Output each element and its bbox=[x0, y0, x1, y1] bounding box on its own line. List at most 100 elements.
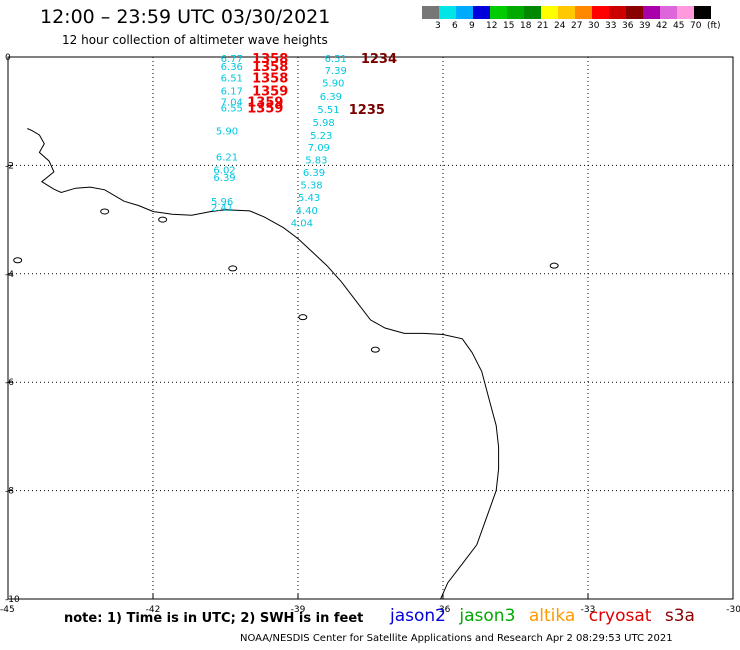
swh-value: 7.04 bbox=[221, 97, 243, 108]
time-label: 1359 bbox=[252, 85, 288, 100]
scale-swatch bbox=[541, 6, 558, 19]
swh-value: 2.41 bbox=[211, 203, 233, 214]
time-label: 1358 bbox=[252, 52, 288, 67]
swh-value: 6.36 bbox=[221, 62, 243, 73]
scale-label: 39 bbox=[639, 21, 651, 31]
scale-swatch bbox=[473, 6, 490, 19]
swh-value: 7.39 bbox=[325, 66, 347, 77]
scale-label: 18 bbox=[520, 21, 532, 31]
lat-tick-label: -8 bbox=[5, 487, 14, 497]
scale-swatch bbox=[626, 6, 643, 19]
scale-label: 30 bbox=[588, 21, 600, 31]
scale-label: 70 bbox=[690, 21, 702, 31]
swh-value: 5.98 bbox=[313, 118, 335, 129]
swh-value: 5.90 bbox=[322, 78, 344, 89]
swh-value: 6.51 bbox=[221, 74, 243, 85]
island-outline bbox=[158, 216, 168, 223]
legend-altika: altika bbox=[528, 606, 576, 626]
scale-label: 12 bbox=[486, 21, 498, 31]
time-label: 1359 bbox=[247, 101, 283, 116]
scale-label: (ft) bbox=[707, 21, 721, 31]
swh-value: 6.39 bbox=[320, 92, 342, 103]
swh-value: 6.55 bbox=[221, 103, 243, 114]
scale-swatch bbox=[609, 6, 626, 19]
scale-swatch bbox=[575, 6, 592, 19]
latitude-labels: 0 -2 -4 -6 -8 -10 bbox=[5, 53, 20, 605]
scale-swatch bbox=[524, 6, 541, 19]
scale-label: 42 bbox=[656, 21, 668, 31]
lon-tick-label: -33 bbox=[581, 605, 596, 615]
legend-cryosat: cryosat bbox=[588, 606, 652, 626]
lat-tick-label: -4 bbox=[5, 270, 14, 280]
legend-jason3: jason3 bbox=[459, 606, 516, 626]
islands bbox=[13, 208, 559, 353]
time-label: 1235 bbox=[349, 103, 385, 118]
swh-value: 6.17 bbox=[221, 87, 243, 98]
scale-label: 33 bbox=[605, 21, 617, 31]
swh-value: 5.83 bbox=[305, 155, 327, 166]
time-label: 1359 bbox=[247, 95, 283, 110]
swh-labels: 6.776.366.516.177.046.555.906.216.026.39… bbox=[211, 54, 347, 229]
scale-label: 3 bbox=[435, 21, 441, 31]
lat-tick-label: -2 bbox=[5, 161, 14, 171]
scale-swatch bbox=[643, 6, 660, 19]
scale-swatch bbox=[456, 6, 473, 19]
swh-value: 6.39 bbox=[303, 168, 325, 179]
swh-value: 5.90 bbox=[216, 127, 238, 138]
scale-label: 9 bbox=[469, 21, 475, 31]
scale-swatch bbox=[507, 6, 524, 19]
scale-label: 24 bbox=[554, 21, 566, 31]
lon-tick-label: -45 bbox=[0, 605, 15, 615]
satellite-legend: jason2 jason3 altika cryosat s3a bbox=[390, 606, 703, 626]
scale-label: 45 bbox=[673, 21, 685, 31]
lon-tick-label: -39 bbox=[291, 605, 306, 615]
swh-value: 6.39 bbox=[213, 173, 235, 184]
lon-tick-label: -36 bbox=[436, 605, 451, 615]
swh-value: 5.96 bbox=[211, 197, 233, 208]
lat-tick-label: -6 bbox=[5, 378, 14, 388]
scale-swatch bbox=[439, 6, 456, 19]
lon-tick-label: -42 bbox=[146, 605, 161, 615]
scale-label: 15 bbox=[503, 21, 515, 31]
map-frame bbox=[7, 56, 734, 600]
swh-value: 4.40 bbox=[296, 206, 318, 217]
island-outline bbox=[298, 314, 308, 321]
island-outline bbox=[13, 257, 23, 264]
island-outline bbox=[370, 346, 380, 353]
scale-label: 21 bbox=[537, 21, 549, 31]
lat-tick-label: 0 bbox=[5, 53, 11, 63]
note: note: 1) Time is in UTC; 2) SWH is in fe… bbox=[64, 611, 364, 626]
scale-label: 6 bbox=[452, 21, 458, 31]
scale-swatch bbox=[558, 6, 575, 19]
swh-value: 6.02 bbox=[213, 166, 235, 177]
scale-label: 27 bbox=[571, 21, 583, 31]
lat-tick-label: -10 bbox=[5, 595, 20, 605]
swh-value: 5.43 bbox=[298, 193, 320, 204]
swh-value: 5.51 bbox=[317, 105, 339, 116]
credit-line: NOAA/NESDIS Center for Satellite Applica… bbox=[240, 633, 673, 644]
coastline bbox=[27, 128, 500, 600]
map-gridlines bbox=[8, 57, 733, 599]
swh-value: 6.51 bbox=[325, 54, 347, 65]
axis-ticks bbox=[7, 56, 734, 600]
scale-label: 36 bbox=[622, 21, 634, 31]
swh-value: 5.38 bbox=[300, 180, 322, 191]
swh-value: 5.23 bbox=[310, 131, 332, 142]
time-label: 1358 bbox=[252, 60, 288, 75]
scale-swatch bbox=[490, 6, 507, 19]
swh-value: 4.04 bbox=[291, 218, 313, 229]
color-scale bbox=[422, 6, 711, 19]
lon-tick-label: -30 bbox=[726, 605, 740, 615]
scale-swatch bbox=[677, 6, 694, 19]
swh-value: 6.21 bbox=[216, 153, 238, 164]
swh-value: 7.09 bbox=[308, 143, 330, 154]
legend-s3a: s3a bbox=[664, 606, 695, 626]
island-outline bbox=[100, 208, 110, 215]
legend-jason2: jason2 bbox=[390, 606, 446, 626]
page-subtitle: 12 hour collection of altimeter wave hei… bbox=[62, 33, 328, 47]
scale-swatch bbox=[694, 6, 711, 19]
scale-swatch bbox=[660, 6, 677, 19]
island-outline bbox=[228, 265, 238, 272]
